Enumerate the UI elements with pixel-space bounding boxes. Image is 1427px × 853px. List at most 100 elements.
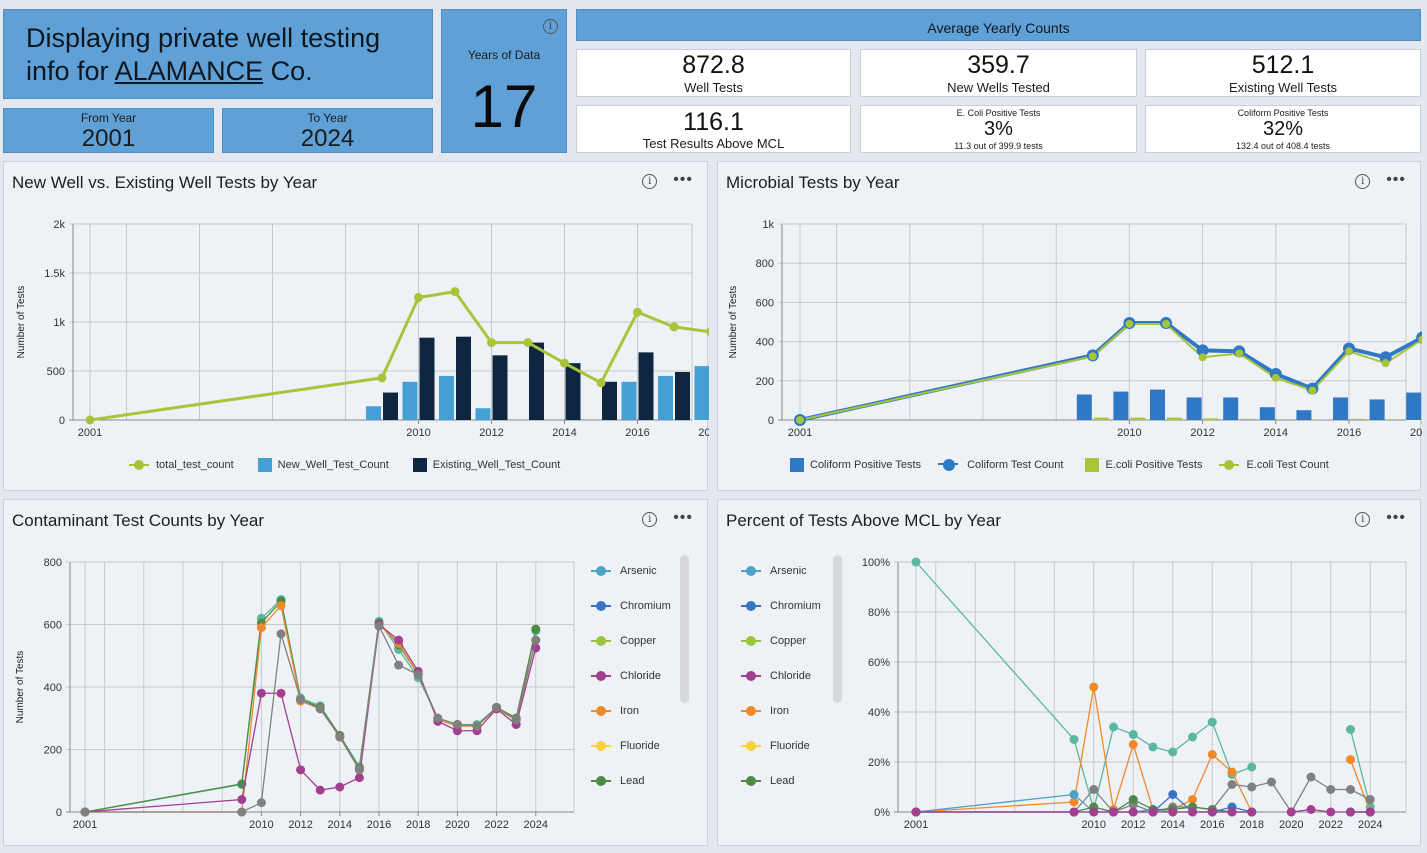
legend-item[interactable]: Chromium [591,588,671,623]
point-ecoli-test-count [1198,353,1207,362]
info-icon[interactable]: i [1355,174,1371,189]
series-point [1148,742,1158,752]
ellipsis-icon[interactable]: ••• [673,171,693,188]
info-icon[interactable]: i [543,19,558,34]
x-tick-label: 2010 [406,427,430,439]
series-point [374,621,384,631]
years-value: 17 [470,73,538,140]
series-line [916,776,1371,814]
point-total-test-count [596,378,606,388]
bar-existing-well [565,363,581,420]
legend-scrollbar[interactable] [833,555,842,703]
legend-label: Arsenic [770,564,807,577]
series-point [1247,762,1257,772]
x-tick-label: 2001 [904,819,928,831]
panel-title: Microbial Tests by Year [726,173,900,192]
x-tick-label: 2001 [73,819,97,831]
existing-wells-value: 512.1 [1251,51,1315,79]
y-tick-label: 200 [44,745,62,757]
county-link[interactable]: ALAMANCE [114,56,264,86]
series-point [1365,807,1375,817]
legend-item[interactable]: Copper [591,623,671,658]
to-year-value: 2024 [300,125,355,152]
series-point [1286,807,1296,817]
y-tick-label: 20% [868,757,890,769]
series-point [1207,807,1217,817]
legend-item[interactable]: Chloride [591,658,671,693]
legend-item[interactable]: Iron [591,693,671,728]
x-tick-label: 2020 [1279,819,1303,831]
legend-swatch [412,458,427,472]
legend-line-icon [591,775,611,786]
legend-item[interactable]: Lead [741,763,821,798]
series-point [531,624,541,634]
legend-item[interactable]: Iron [741,693,821,728]
point-ecoli-test-count [1235,349,1244,358]
x-tick-label: 2014 [1161,819,1185,831]
info-icon[interactable]: i [1355,512,1371,527]
legend-label: total_test_count [156,459,234,471]
panel-title: Contaminant Test Counts by Year [12,511,265,530]
legend-item[interactable]: Existing_Well_Test_Count [412,458,560,472]
y-tick-label: 0 [59,415,65,427]
series-line [915,686,1253,813]
panel-title: Percent of Tests Above MCL by Year [726,511,1001,530]
point-total-test-count [560,358,569,368]
legend-line-icon [591,670,611,681]
bar-existing-well [529,342,544,420]
series-point [394,660,404,670]
legend-line-icon [741,670,761,681]
bar-coliform-positive [1369,399,1385,420]
series-point [1089,807,1099,817]
legend-line-icon [129,460,149,470]
y-tick-label: 100% [862,557,890,569]
series-point [1188,807,1197,817]
legend-line-icon [591,565,611,576]
chart-microbial: 02004006008001k2001201020122014201620182… [728,219,1422,439]
legend-item[interactable]: Fluoride [741,728,821,763]
legend-scrollbar[interactable] [680,555,689,703]
x-tick-label: 2022 [484,819,508,831]
legend-item[interactable]: New_Well_Test_Count [257,458,389,472]
ellipsis-icon[interactable]: ••• [1386,509,1406,526]
ellipsis-icon[interactable]: ••• [673,509,693,526]
legend-item[interactable]: Coliform Test Count [938,459,1063,471]
legend-item[interactable]: Chloride [741,658,821,693]
legend-item[interactable]: Copper [741,623,821,658]
panel-title: New Well vs. Existing Well Tests by Year [12,173,318,192]
legend-label: Chloride [770,669,811,682]
legend-item[interactable]: Lead [591,763,671,798]
legend-label: Chromium [770,599,821,612]
series-line [1349,729,1371,808]
series-point [315,704,325,714]
series-point [472,721,482,731]
series-point [492,702,502,712]
info-icon[interactable]: i [642,174,658,189]
legend-item[interactable]: E.coli Positive Tests [1085,458,1202,472]
series-point [1326,807,1336,817]
bar-new-well [439,375,454,420]
bar-existing-well [675,371,690,420]
legend-item[interactable]: total_test_count [129,459,234,471]
info-icon[interactable]: i [642,512,658,527]
bar-coliform-positive [1186,397,1202,420]
series-point [256,688,266,698]
point-total-test-count [523,338,533,348]
series-point [1247,807,1257,817]
title-prefix: info for [26,56,109,86]
ellipsis-icon[interactable]: ••• [1386,171,1406,188]
legend-item[interactable]: Chromium [741,588,821,623]
legend-item[interactable]: Fluoride [591,728,671,763]
legend-item[interactable]: Arsenic [741,553,821,588]
bar-coliform-positive [1150,389,1165,420]
legend-label: Iron [620,704,639,717]
point-total-test-count [414,293,423,302]
bar-existing-well [492,355,508,420]
legend-item[interactable]: Arsenic [591,553,671,588]
point-total-test-count [450,287,460,297]
legend-item[interactable]: Coliform Positive Tests [790,458,921,472]
point-coliform-test-count [1196,344,1209,357]
y-tick-label: 500 [47,366,65,378]
series-point [315,785,325,795]
legend-item[interactable]: E.coli Test Count [1219,459,1329,471]
